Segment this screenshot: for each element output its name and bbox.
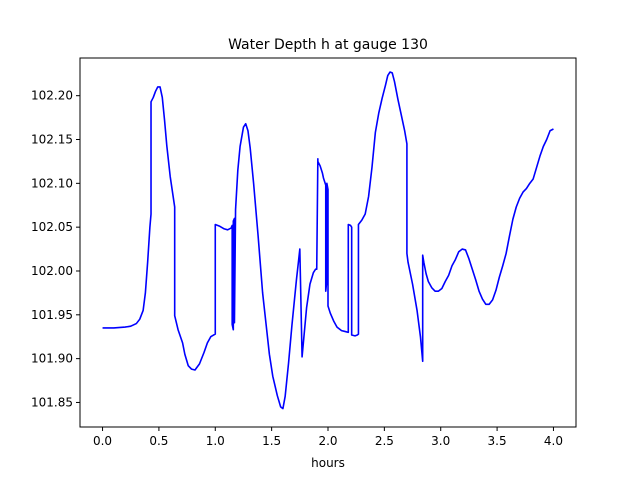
x-axis-label: hours — [311, 456, 345, 470]
x-tick-label: 1.5 — [262, 434, 281, 448]
x-tick-label: 3.0 — [431, 434, 450, 448]
y-tick-label: 102.05 — [31, 220, 73, 234]
x-tick-label: 2.5 — [375, 434, 394, 448]
y-tick-label: 102.00 — [31, 264, 73, 278]
series-line-0 — [102, 71, 554, 410]
chart-title: Water Depth h at gauge 130 — [228, 37, 428, 53]
x-tick-label: 3.5 — [488, 434, 507, 448]
y-axis: 101.85 101.90 101.95 102.00 102.05 102.10 102.… — [31, 89, 80, 409]
plot-area — [102, 71, 554, 410]
x-tick-label: 1.0 — [206, 434, 225, 448]
x-tick-label: 2.0 — [318, 434, 337, 448]
y-tick-label: 102.10 — [31, 176, 73, 190]
x-tick-label: 0.0 — [93, 434, 112, 448]
x-tick-label: 4.0 — [544, 434, 563, 448]
x-tick-label: 0.5 — [149, 434, 168, 448]
y-tick-label: 101.85 — [31, 395, 73, 409]
y-tick-label: 101.90 — [31, 352, 73, 366]
y-tick-label: 102.15 — [31, 133, 73, 147]
y-tick-label: 101.95 — [31, 308, 73, 322]
x-axis: 0.0 0.5 1.0 1.5 2.0 2.5 3.0 3.5 4.0 — [93, 427, 563, 448]
y-tick-label: 102.20 — [31, 89, 73, 103]
